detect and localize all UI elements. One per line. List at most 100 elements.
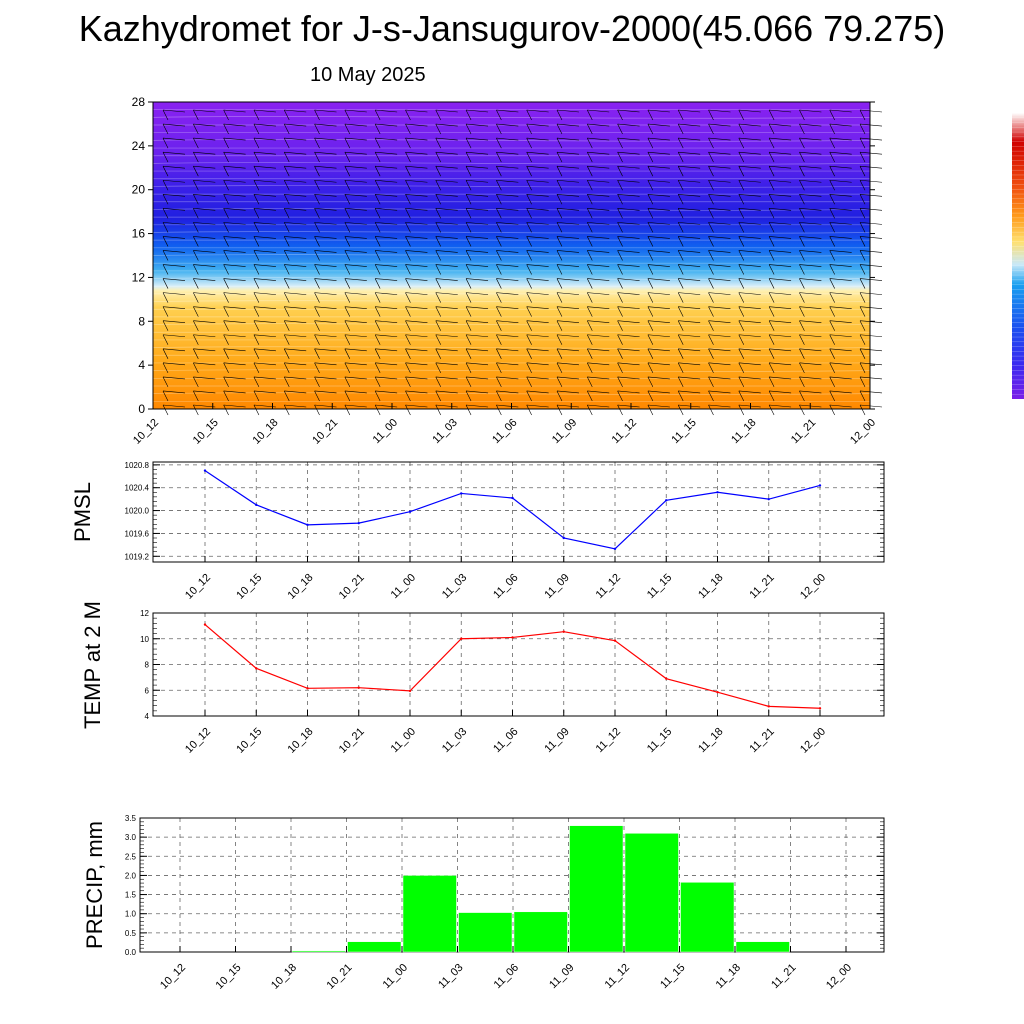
wind-barb — [374, 264, 398, 275]
wind-barb — [768, 208, 792, 219]
wind-barb — [374, 278, 398, 289]
wind-barb — [526, 306, 549, 317]
wind-barb — [193, 264, 216, 275]
contour-line — [152, 185, 871, 188]
wind-barb — [738, 123, 761, 135]
wind-barb — [768, 179, 792, 191]
wind-barb — [859, 236, 883, 247]
wind-barb — [647, 362, 670, 373]
wind-barb — [374, 334, 398, 345]
chart-date-subtitle: 10 May 2025 — [310, 64, 426, 86]
wind-barb — [162, 123, 186, 135]
wind-barb — [374, 362, 398, 373]
wind-barb — [526, 109, 549, 121]
wind-barb — [647, 264, 670, 275]
wind-barb — [465, 390, 489, 402]
wind-barb — [465, 348, 489, 359]
wind-barb — [374, 222, 398, 233]
wind-barb — [374, 208, 398, 219]
precip-bar — [569, 825, 624, 953]
wind-barb — [708, 250, 731, 261]
x-tick-label: 11_12 — [594, 726, 624, 756]
wind-barb — [344, 320, 367, 331]
wind-barb — [283, 208, 307, 219]
wind-barb — [374, 123, 398, 135]
temp-data-point — [203, 623, 207, 626]
x-tick-label: 10_21 — [325, 962, 355, 992]
wind-barb — [677, 404, 701, 416]
wind-barb — [859, 306, 883, 317]
x-tick-label: 10_21 — [337, 726, 367, 756]
wind-barb — [617, 179, 640, 191]
temp-data-point — [767, 705, 770, 708]
wind-barb — [677, 376, 701, 388]
colorbar — [1012, 113, 1024, 399]
wind-barb — [465, 137, 489, 149]
contour-line — [152, 108, 871, 111]
wind-barb — [799, 278, 822, 289]
wind-barb — [708, 334, 731, 345]
wind-barb — [465, 306, 489, 317]
wind-barb — [556, 264, 579, 275]
wind-barb — [617, 376, 640, 388]
wind-barb — [647, 404, 670, 416]
wind-barb — [253, 179, 276, 191]
wind-barb — [162, 193, 186, 205]
wind-barb — [314, 306, 337, 317]
wind-barb — [647, 193, 670, 205]
wind-barb — [586, 376, 610, 388]
wind-barb — [314, 165, 337, 177]
wind-barb — [283, 376, 307, 388]
wind-barb — [586, 306, 610, 317]
wind-barb — [677, 137, 701, 149]
wind-barb — [768, 137, 792, 149]
wind-barb — [829, 264, 852, 275]
y-tick-label: 3.5 — [125, 814, 137, 823]
wind-barb — [829, 362, 852, 373]
wind-barb — [496, 278, 519, 289]
wind-barb — [647, 109, 670, 121]
wind-barb — [253, 306, 276, 317]
precip-bar — [624, 833, 679, 953]
wind-barb — [859, 390, 883, 402]
wind-barb — [677, 334, 701, 345]
wind-barb — [253, 250, 276, 261]
wind-barb — [314, 137, 337, 149]
wind-barb — [253, 348, 276, 359]
wind-barb — [435, 236, 458, 247]
wind-barb — [677, 151, 701, 163]
wind-barb — [405, 123, 428, 135]
wind-barb — [465, 292, 489, 303]
wind-barb — [223, 320, 246, 331]
wind-barb — [829, 250, 852, 261]
y-tick-label: 1.0 — [125, 910, 137, 919]
wind-barb — [859, 292, 883, 303]
wind-barb — [859, 404, 883, 416]
wind-barb — [465, 123, 489, 135]
wind-barb — [435, 320, 458, 331]
wind-barb — [435, 404, 458, 416]
wind-barb — [647, 151, 670, 163]
wind-barb — [314, 264, 337, 275]
wind-barb — [708, 151, 731, 163]
wind-barb — [344, 137, 367, 149]
pmsl-data-point — [562, 536, 565, 540]
wind-barb — [162, 320, 186, 331]
wind-barb — [526, 236, 549, 247]
x-tick-label: 11_06 — [492, 962, 522, 992]
wind-barb — [283, 250, 307, 261]
wind-barb — [253, 390, 276, 402]
wind-barb — [435, 137, 458, 149]
wind-barb — [556, 334, 579, 345]
wind-barb — [677, 193, 701, 205]
wind-barb — [617, 222, 640, 233]
wind-barb — [677, 250, 701, 261]
wind-barb — [586, 151, 610, 163]
wind-barb — [556, 222, 579, 233]
wind-barb — [193, 404, 216, 416]
contour-line — [152, 200, 871, 203]
y-tick-label: 24 — [132, 139, 146, 153]
wind-barb — [314, 179, 337, 191]
wind-barb — [496, 123, 519, 135]
wind-barb — [617, 208, 640, 219]
